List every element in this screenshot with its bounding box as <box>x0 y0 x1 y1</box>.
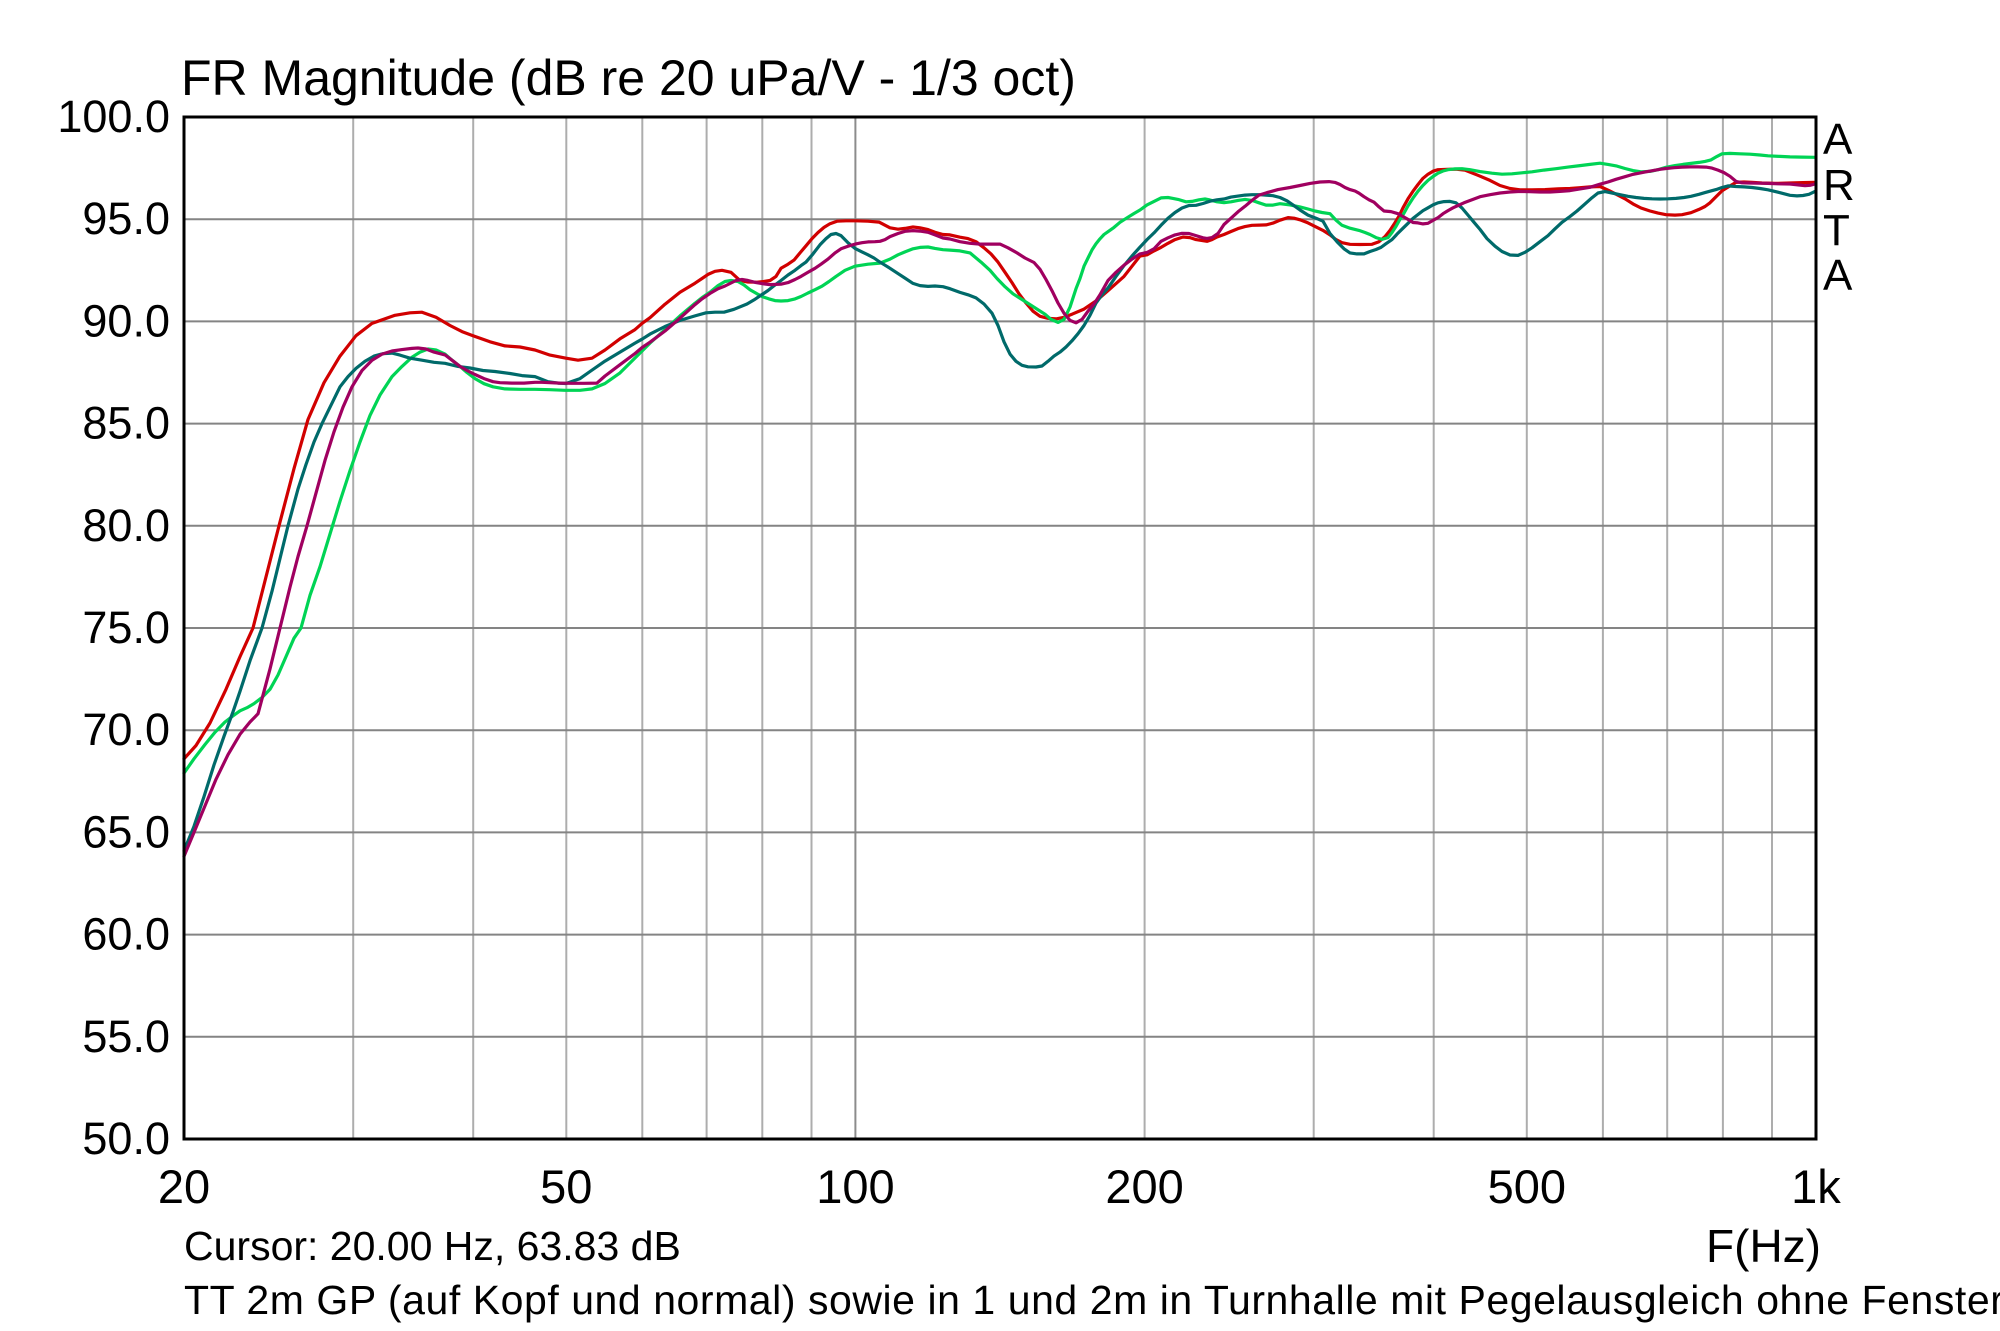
svg-text:50.0: 50.0 <box>82 1113 170 1164</box>
svg-text:TT 2m GP (auf Kopf und normal): TT 2m GP (auf Kopf und normal) sowie in … <box>184 1277 2000 1323</box>
svg-text:Cursor: 20.00 Hz, 63.83 dB: Cursor: 20.00 Hz, 63.83 dB <box>184 1223 681 1269</box>
svg-text:A: A <box>1823 251 1853 300</box>
svg-text:95.0: 95.0 <box>82 193 170 244</box>
svg-text:20: 20 <box>158 1160 210 1213</box>
svg-text:FR Magnitude (dB re 20 uPa/V -: FR Magnitude (dB re 20 uPa/V - 1/3 oct) <box>181 50 1076 106</box>
svg-text:85.0: 85.0 <box>82 398 170 449</box>
svg-text:500: 500 <box>1488 1160 1566 1213</box>
svg-text:A: A <box>1823 115 1853 164</box>
svg-text:100: 100 <box>816 1160 894 1213</box>
svg-text:50: 50 <box>540 1160 592 1213</box>
svg-text:90.0: 90.0 <box>82 295 170 346</box>
svg-text:70.0: 70.0 <box>82 704 170 755</box>
svg-text:R: R <box>1823 161 1855 210</box>
svg-text:1k: 1k <box>1791 1160 1841 1213</box>
svg-text:T: T <box>1823 206 1850 255</box>
svg-text:60.0: 60.0 <box>82 909 170 960</box>
svg-text:80.0: 80.0 <box>82 500 170 551</box>
svg-text:100.0: 100.0 <box>57 91 170 142</box>
svg-text:200: 200 <box>1105 1160 1183 1213</box>
svg-text:75.0: 75.0 <box>82 602 170 653</box>
svg-text:F(Hz): F(Hz) <box>1706 1220 1821 1272</box>
svg-text:65.0: 65.0 <box>82 806 170 857</box>
svg-text:55.0: 55.0 <box>82 1011 170 1062</box>
